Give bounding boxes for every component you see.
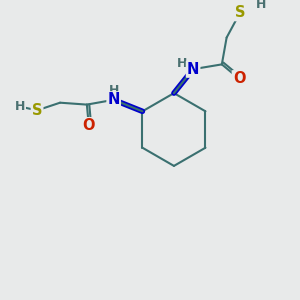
Text: H: H <box>256 0 266 11</box>
Text: S: S <box>32 103 42 118</box>
Text: H: H <box>109 84 119 97</box>
Text: O: O <box>82 118 95 133</box>
Text: S: S <box>235 5 245 20</box>
Text: N: N <box>107 92 120 107</box>
Text: H: H <box>15 100 25 113</box>
Text: O: O <box>233 71 245 86</box>
Text: H: H <box>176 57 187 70</box>
Text: N: N <box>187 62 199 77</box>
